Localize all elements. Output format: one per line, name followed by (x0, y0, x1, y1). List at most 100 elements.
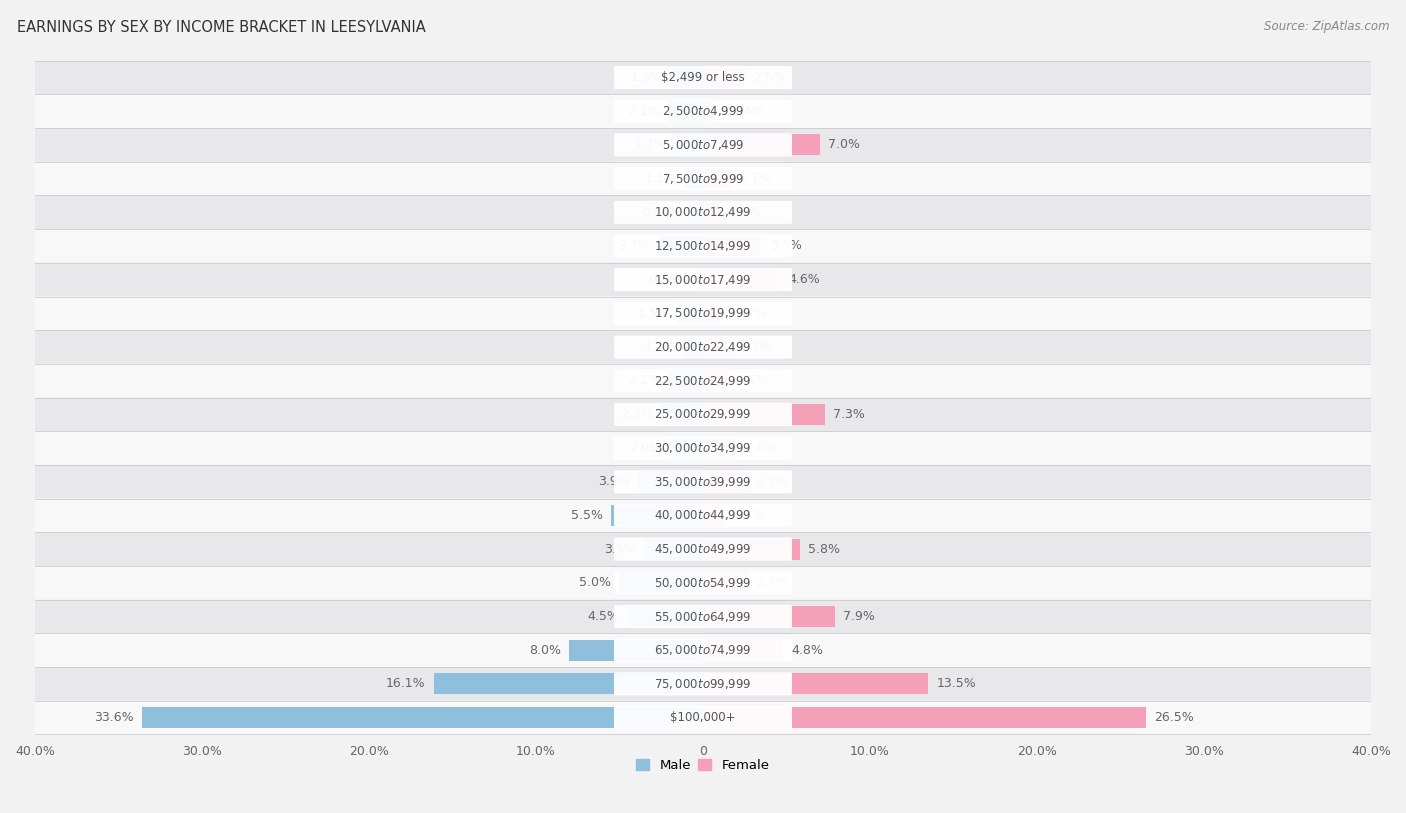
Bar (703, 337, 731, 358)
Text: 1.3%: 1.3% (733, 509, 765, 522)
Bar (703, 673, 928, 694)
Text: $20,000 to $22,499: $20,000 to $22,499 (654, 340, 752, 354)
Bar (703, 640, 783, 661)
Text: $65,000 to $74,999: $65,000 to $74,999 (654, 643, 752, 657)
Bar (703, 505, 724, 526)
Bar (142, 707, 703, 728)
Text: 1.7%: 1.7% (740, 172, 772, 185)
Bar (703, 404, 825, 425)
FancyBboxPatch shape (35, 364, 1371, 398)
Text: 33.6%: 33.6% (94, 711, 134, 724)
Text: 5.5%: 5.5% (571, 509, 603, 522)
Text: 3.9%: 3.9% (598, 476, 630, 489)
FancyBboxPatch shape (35, 128, 1371, 162)
Text: $30,000 to $34,999: $30,000 to $34,999 (654, 441, 752, 455)
FancyBboxPatch shape (35, 701, 1371, 734)
Text: $10,000 to $12,499: $10,000 to $12,499 (654, 206, 752, 220)
Text: $2,500 to $4,999: $2,500 to $4,999 (662, 104, 744, 118)
Bar (703, 168, 731, 189)
FancyBboxPatch shape (35, 229, 1371, 263)
Bar (678, 303, 703, 324)
FancyBboxPatch shape (614, 639, 792, 662)
Bar (703, 67, 745, 88)
Bar (703, 370, 728, 391)
Text: 8.0%: 8.0% (529, 644, 561, 657)
Text: 5.8%: 5.8% (808, 543, 841, 555)
Text: 1.7%: 1.7% (634, 138, 666, 151)
Text: 7.9%: 7.9% (844, 610, 875, 623)
Bar (685, 337, 703, 358)
Bar (703, 707, 1146, 728)
Text: $5,000 to $7,499: $5,000 to $7,499 (662, 138, 744, 152)
Bar (675, 134, 703, 155)
Bar (434, 673, 703, 694)
FancyBboxPatch shape (35, 566, 1371, 600)
FancyBboxPatch shape (35, 297, 1371, 330)
Text: 4.8%: 4.8% (792, 644, 824, 657)
Text: 3.5%: 3.5% (605, 543, 636, 555)
FancyBboxPatch shape (35, 195, 1371, 229)
Bar (703, 202, 721, 223)
FancyBboxPatch shape (614, 470, 792, 493)
Text: 2.1%: 2.1% (628, 105, 659, 118)
Bar (703, 269, 780, 290)
Bar (661, 404, 703, 425)
Text: 5.0%: 5.0% (579, 576, 612, 589)
Text: 7.0%: 7.0% (828, 138, 860, 151)
Text: $35,000 to $39,999: $35,000 to $39,999 (654, 475, 752, 489)
FancyBboxPatch shape (35, 533, 1371, 566)
Text: 1.5%: 1.5% (638, 307, 669, 320)
Text: 1.5%: 1.5% (737, 374, 768, 387)
Text: 1.1%: 1.1% (644, 172, 676, 185)
FancyBboxPatch shape (35, 94, 1371, 128)
FancyBboxPatch shape (35, 465, 1371, 498)
Text: 0.97%: 0.97% (727, 307, 768, 320)
Bar (668, 101, 703, 122)
Text: 4.5%: 4.5% (588, 610, 620, 623)
FancyBboxPatch shape (35, 498, 1371, 533)
Text: $40,000 to $44,999: $40,000 to $44,999 (654, 508, 752, 523)
Bar (696, 269, 703, 290)
Text: 0.38%: 0.38% (648, 273, 689, 286)
Bar (658, 236, 703, 256)
FancyBboxPatch shape (35, 330, 1371, 364)
FancyBboxPatch shape (35, 61, 1371, 94)
Text: $15,000 to $17,499: $15,000 to $17,499 (654, 272, 752, 287)
Text: 2.1%: 2.1% (628, 374, 659, 387)
Text: 2.5%: 2.5% (754, 71, 785, 84)
Text: 2.5%: 2.5% (621, 408, 652, 421)
FancyBboxPatch shape (35, 162, 1371, 195)
Bar (644, 539, 703, 559)
Text: 26.5%: 26.5% (1154, 711, 1194, 724)
FancyBboxPatch shape (614, 605, 792, 628)
FancyBboxPatch shape (35, 667, 1371, 701)
FancyBboxPatch shape (35, 263, 1371, 297)
Text: 16.1%: 16.1% (387, 677, 426, 690)
Text: 2.0%: 2.0% (745, 441, 776, 454)
FancyBboxPatch shape (614, 100, 792, 123)
Bar (685, 168, 703, 189)
Text: $17,500 to $19,999: $17,500 to $19,999 (654, 307, 752, 320)
Text: $25,000 to $29,999: $25,000 to $29,999 (654, 407, 752, 421)
Text: $75,000 to $99,999: $75,000 to $99,999 (654, 677, 752, 691)
Bar (612, 505, 703, 526)
Bar (689, 202, 703, 223)
Bar (628, 606, 703, 627)
Text: 1.7%: 1.7% (740, 341, 772, 354)
Text: $50,000 to $54,999: $50,000 to $54,999 (654, 576, 752, 590)
FancyBboxPatch shape (35, 431, 1371, 465)
Text: 0.74%: 0.74% (724, 105, 763, 118)
Bar (669, 437, 703, 459)
FancyBboxPatch shape (35, 600, 1371, 633)
Text: $45,000 to $49,999: $45,000 to $49,999 (654, 542, 752, 556)
Text: $100,000+: $100,000+ (671, 711, 735, 724)
Bar (703, 437, 737, 459)
Text: $12,500 to $14,999: $12,500 to $14,999 (654, 239, 752, 253)
FancyBboxPatch shape (614, 201, 792, 224)
Text: 2.7%: 2.7% (756, 476, 789, 489)
Bar (703, 134, 820, 155)
Text: Source: ZipAtlas.com: Source: ZipAtlas.com (1264, 20, 1389, 33)
Text: 0.84%: 0.84% (641, 206, 681, 219)
Bar (703, 236, 762, 256)
Text: $2,499 or less: $2,499 or less (661, 71, 745, 84)
